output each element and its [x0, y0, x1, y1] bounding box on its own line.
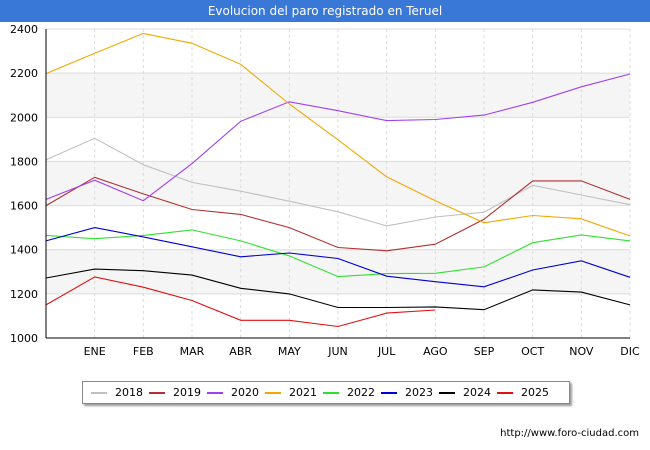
legend-swatch: [91, 391, 107, 394]
x-tick-label: MAY: [278, 345, 301, 358]
series-line-2020: [45, 73, 631, 202]
legend-label: 2025: [521, 386, 549, 399]
x-tick-label: DIC: [620, 345, 640, 358]
legend-label: 2019: [173, 386, 201, 399]
series-line-2025: [45, 276, 436, 328]
legend-item-2018: 2018: [91, 382, 143, 403]
legend-item-2020: 2020: [207, 382, 259, 403]
x-tick-label: ENE: [84, 345, 106, 358]
x-tick-label: AGO: [423, 345, 448, 358]
legend-item-2023: 2023: [381, 382, 433, 403]
y-tick-label: 2400: [10, 23, 38, 36]
y-tick-label: 1800: [10, 155, 38, 168]
y-tick-label: 1600: [10, 200, 38, 213]
legend-swatch: [323, 391, 339, 394]
legend-swatch: [207, 391, 223, 394]
series-line-2023: [45, 227, 631, 288]
x-tick-label: JUN: [327, 345, 348, 358]
legend-label: 2020: [231, 386, 259, 399]
legend-item-2019: 2019: [149, 382, 201, 403]
legend-label: 2021: [289, 386, 317, 399]
y-tick-label: 1000: [10, 332, 38, 345]
y-tick-label: 2000: [10, 111, 38, 124]
series-line-2024: [45, 268, 631, 311]
x-tick-label: NOV: [569, 345, 594, 358]
line-chart: 1000 1200 1400 1600 1800 2000 2200 2400 ENE FEB MA…: [10, 23, 640, 358]
legend-item-2025: 2025: [497, 382, 549, 403]
y-tick-label: 2200: [10, 67, 38, 80]
chart-title: Evolucion del paro registrado en Teruel: [0, 0, 650, 22]
legend-item-2021: 2021: [265, 382, 317, 403]
legend-swatch: [439, 391, 455, 394]
legend-swatch: [497, 391, 513, 394]
legend: 2018 2019 2020 2021 2022 2023 2024 2025: [82, 381, 570, 404]
y-tick-label: 1400: [10, 244, 38, 257]
legend-label: 2022: [347, 386, 375, 399]
legend-label: 2018: [115, 386, 143, 399]
series-line-2018: [45, 137, 631, 227]
legend-item-2022: 2022: [323, 382, 375, 403]
x-tick-label: ABR: [229, 345, 252, 358]
legend-label: 2024: [463, 386, 491, 399]
legend-label: 2023: [405, 386, 433, 399]
legend-swatch: [265, 391, 281, 394]
x-tick-label: FEB: [133, 345, 154, 358]
y-tick-label: 1200: [10, 288, 38, 301]
series-line-2019: [45, 176, 631, 252]
legend-item-2024: 2024: [439, 382, 491, 403]
series-line-2022: [45, 229, 631, 278]
x-tick-label: OCT: [521, 345, 544, 358]
x-tick-label: SEP: [474, 345, 495, 358]
source-credit: http://www.foro-ciudad.com: [500, 428, 639, 439]
legend-swatch: [381, 391, 397, 394]
x-tick-label: MAR: [180, 345, 205, 358]
legend-swatch: [149, 391, 165, 394]
series-line-2021: [45, 32, 631, 237]
x-tick-label: JUL: [377, 345, 396, 358]
